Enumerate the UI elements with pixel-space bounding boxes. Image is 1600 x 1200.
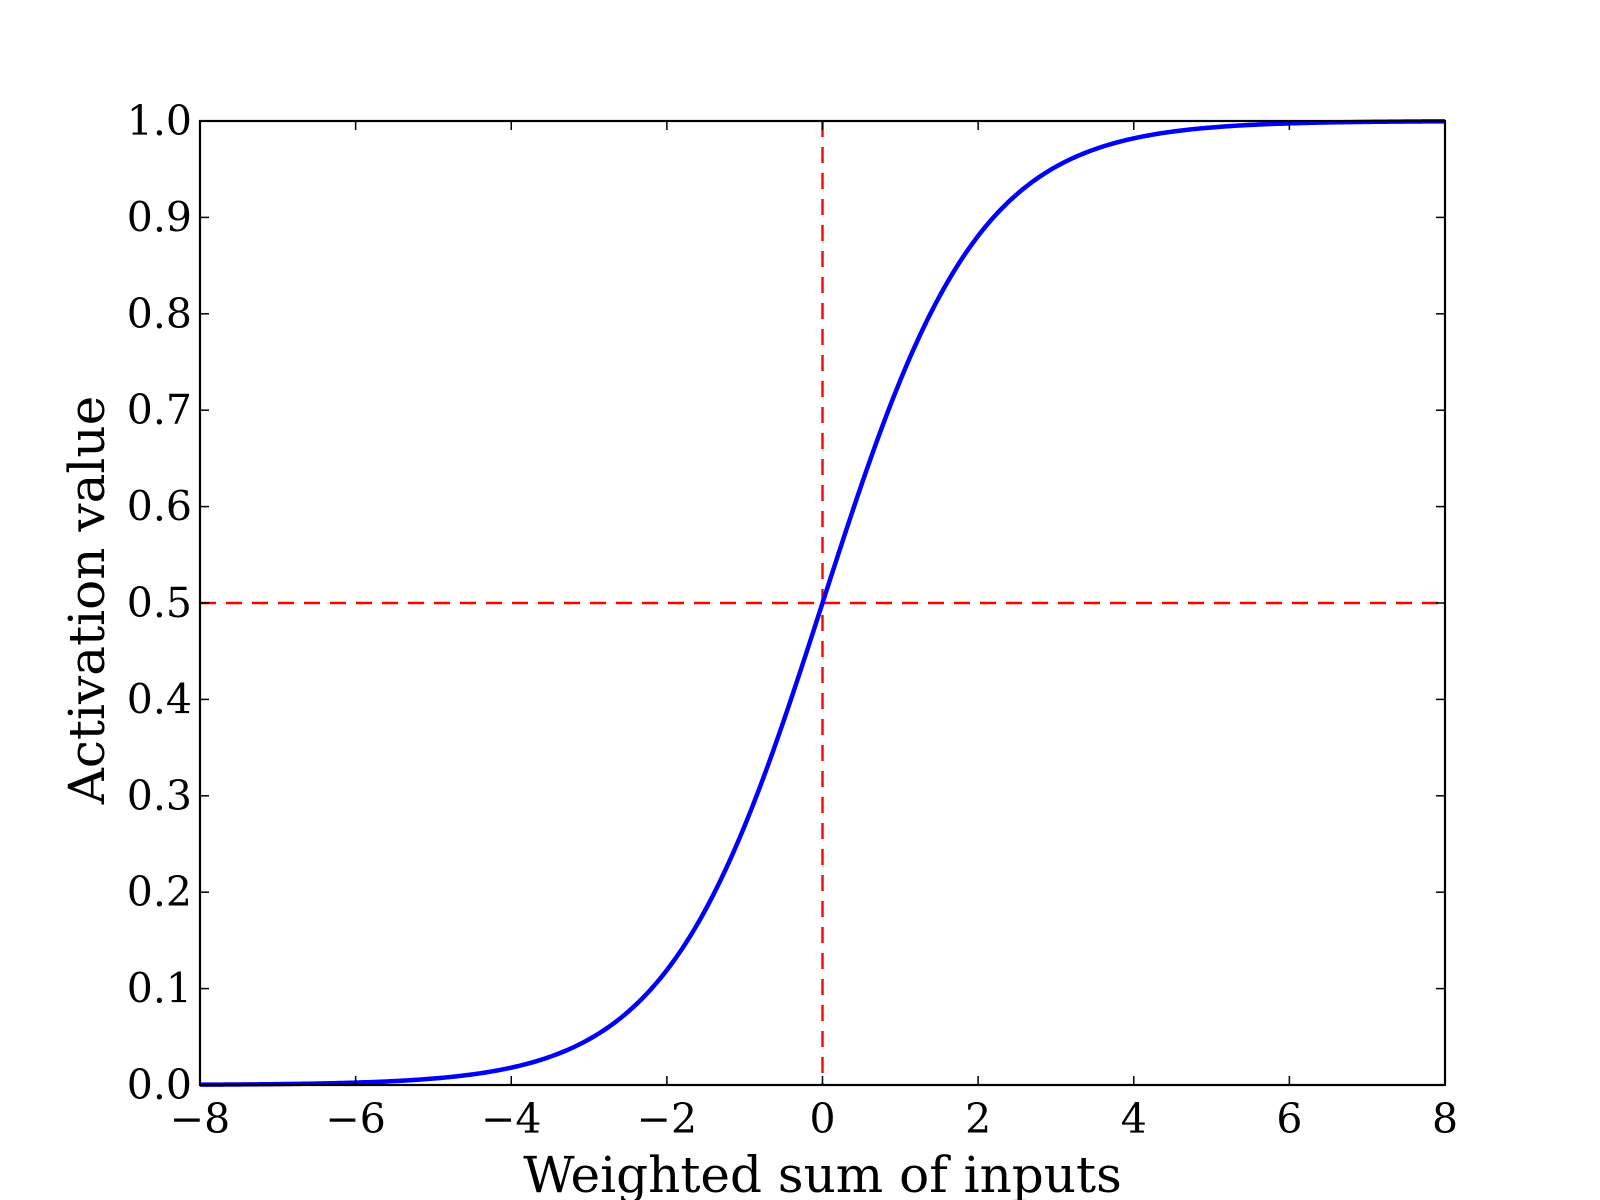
y-tick-label: 0.0 — [127, 1061, 192, 1109]
y-tick-label: 0.4 — [127, 675, 192, 723]
y-axis-label: Activation value — [58, 396, 116, 805]
tick-marks — [199, 120, 1446, 1086]
y-tick-label: 0.1 — [127, 965, 192, 1013]
sigmoid-curve — [199, 119, 1446, 1087]
y-tick-label: 0.5 — [127, 579, 192, 627]
curve-layer — [199, 119, 1446, 1087]
x-tick-label: −8 — [170, 1095, 230, 1143]
plot-frame — [198, 119, 1447, 1087]
y-tick-label: 0.3 — [127, 772, 192, 820]
x-tick-label: −4 — [481, 1095, 541, 1143]
x-tick-label: 2 — [965, 1095, 991, 1143]
y-tick-label: 0.2 — [127, 868, 192, 916]
y-tick-label: 0.7 — [127, 386, 192, 434]
x-tick-label: −6 — [325, 1095, 385, 1143]
y-tick-labels: 0.0 0.1 0.2 0.3 0.4 0.5 0.6 0.7 0.8 0.9 1.0 — [127, 97, 192, 1109]
y-tick-label: 1.0 — [127, 97, 192, 145]
x-tick-label: −2 — [637, 1095, 697, 1143]
x-tick-label: 6 — [1276, 1095, 1302, 1143]
x-axis-label: Weighted sum of inputs — [523, 1146, 1122, 1200]
y-tick-label: 0.9 — [127, 193, 192, 241]
y-tick-label: 0.8 — [127, 290, 192, 338]
x-tick-label: 0 — [809, 1095, 835, 1143]
x-tick-label: 4 — [1121, 1095, 1147, 1143]
y-tick-label: 0.6 — [127, 483, 192, 531]
x-tick-labels: −8 −6 −4 −2 0 2 4 6 8 — [170, 1095, 1458, 1143]
x-tick-label: 8 — [1432, 1095, 1458, 1143]
